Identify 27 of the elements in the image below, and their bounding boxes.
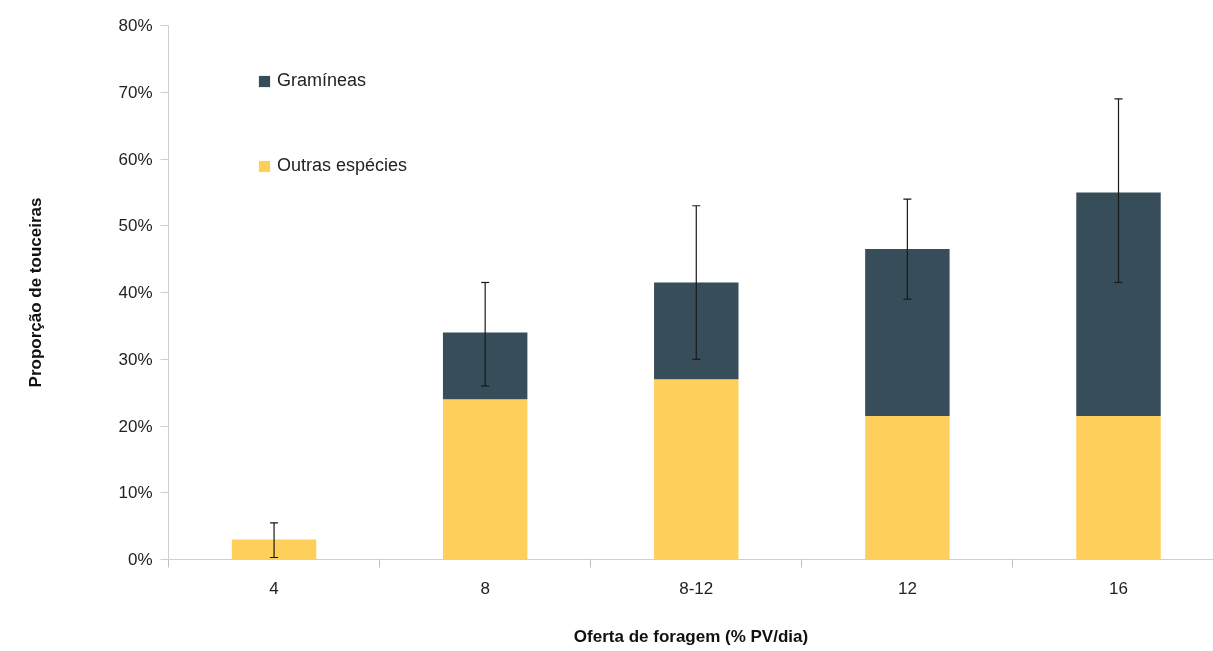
bar xyxy=(865,249,950,416)
x-tick-label: 4 xyxy=(269,578,279,598)
x-tick-label: 12 xyxy=(897,578,917,598)
y-tick-label: 50% xyxy=(118,216,153,236)
bar xyxy=(865,415,950,560)
bar xyxy=(1076,415,1161,560)
y-tick-label: 10% xyxy=(118,483,153,503)
y-tick-label: 0% xyxy=(127,550,153,569)
y-tick-label: 70% xyxy=(118,82,153,102)
y-tick-label: 40% xyxy=(118,283,153,302)
x-axis-title: Oferta de foragem (% PV/dia) xyxy=(573,626,809,646)
y-tick-label: 80% xyxy=(118,16,153,35)
legend-label: Gramíneas xyxy=(277,70,367,91)
bar xyxy=(442,332,528,400)
x-tick-label: 8 xyxy=(480,578,490,598)
x-tick-label: 8-12 xyxy=(679,578,714,598)
bar xyxy=(654,379,739,560)
y-tick-label: 20% xyxy=(118,416,153,436)
legend-label: Outras espécies xyxy=(277,155,408,176)
bar xyxy=(654,282,739,380)
x-tick-label: 16 xyxy=(1109,578,1128,598)
bar xyxy=(442,399,528,560)
y-axis-title: Proporção de touceiras xyxy=(26,197,46,388)
bar xyxy=(1076,192,1161,416)
y-tick-label: 60% xyxy=(118,149,153,169)
y-tick-label: 30% xyxy=(118,349,153,369)
bar xyxy=(231,539,317,560)
